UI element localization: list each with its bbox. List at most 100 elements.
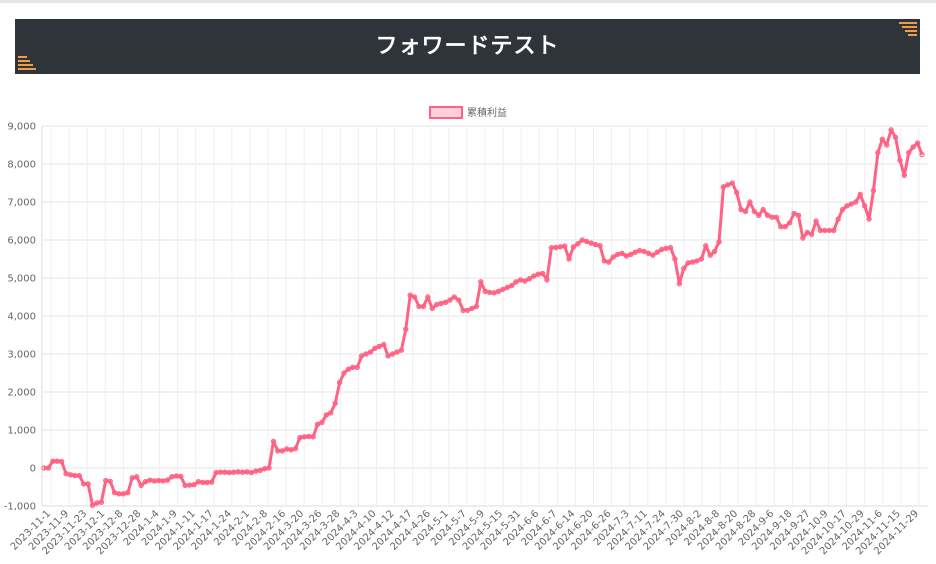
data-point <box>292 445 299 452</box>
data-point <box>235 469 241 475</box>
y-tick-label: 5,000 <box>7 274 36 285</box>
data-point <box>601 258 608 264</box>
data-point <box>416 303 422 310</box>
data-point <box>557 244 563 250</box>
data-point <box>725 182 731 188</box>
data-point <box>389 351 396 357</box>
data-point <box>486 289 493 296</box>
data-point <box>89 502 96 508</box>
data-point <box>720 184 727 190</box>
data-point <box>464 307 471 313</box>
data-point <box>901 172 908 179</box>
data-point <box>919 151 925 158</box>
data-point <box>169 474 175 480</box>
data-point <box>363 351 369 357</box>
data-point <box>641 248 647 255</box>
page-header: フォワードテスト <box>15 19 920 74</box>
data-point <box>306 433 312 440</box>
data-point <box>733 189 740 196</box>
data-point <box>504 284 510 291</box>
data-point <box>341 370 347 376</box>
data-point <box>800 235 806 241</box>
data-point <box>826 227 833 234</box>
data-point <box>703 243 709 249</box>
data-point <box>319 419 325 426</box>
y-tick-label: 2,000 <box>7 388 36 399</box>
data-point <box>328 410 334 416</box>
data-point <box>844 203 850 209</box>
data-point <box>411 294 418 300</box>
data-point <box>231 469 237 475</box>
data-point <box>570 244 577 250</box>
data-point <box>156 477 162 484</box>
data-point <box>751 208 758 215</box>
corner-decoration-icon <box>18 56 36 72</box>
data-point <box>58 458 65 465</box>
data-point <box>778 224 784 230</box>
data-point <box>760 206 766 213</box>
data-point <box>376 343 383 350</box>
y-tick-label: 1,000 <box>7 426 36 437</box>
data-point <box>129 475 135 481</box>
data-point <box>447 297 453 303</box>
data-point <box>884 142 890 148</box>
data-point <box>667 244 674 251</box>
data-point <box>239 469 246 475</box>
data-point <box>658 246 665 253</box>
y-tick-label: 6,000 <box>7 236 36 247</box>
data-point <box>41 465 47 471</box>
y-tick-label: 7,000 <box>7 198 36 209</box>
data-point <box>689 259 696 265</box>
data-point <box>835 216 841 222</box>
data-point <box>204 479 210 486</box>
data-point <box>125 490 131 496</box>
data-point <box>332 400 338 407</box>
data-point <box>672 256 678 262</box>
data-point <box>623 253 630 259</box>
data-point <box>354 364 360 370</box>
data-point <box>853 199 859 205</box>
data-point <box>403 326 409 332</box>
data-point <box>654 249 660 255</box>
data-point <box>553 244 559 251</box>
data-point <box>248 469 255 476</box>
data-point <box>535 271 541 277</box>
data-point <box>407 292 413 298</box>
data-point <box>583 238 590 245</box>
data-point <box>208 479 215 485</box>
data-point <box>809 231 815 238</box>
data-point <box>875 149 881 156</box>
data-point <box>433 301 440 308</box>
data-point <box>663 245 669 252</box>
data-point <box>544 277 550 283</box>
data-point <box>270 438 277 445</box>
corner-decoration-icon <box>899 22 917 38</box>
y-tick-label: 8,000 <box>7 160 36 171</box>
data-point <box>791 210 797 217</box>
data-point <box>614 251 621 258</box>
data-point <box>279 448 285 454</box>
data-point <box>632 249 638 255</box>
data-point <box>870 187 877 194</box>
data-point <box>804 229 810 236</box>
data-point <box>438 300 444 307</box>
data-point <box>650 252 656 258</box>
data-point <box>111 490 118 496</box>
data-point <box>857 191 863 198</box>
data-point <box>63 471 69 477</box>
data-point <box>610 254 616 260</box>
legend-swatch <box>429 106 463 119</box>
data-point <box>257 467 263 473</box>
data-point <box>217 469 224 475</box>
data-point <box>98 499 105 505</box>
page-title: フォワードテスト <box>375 34 560 59</box>
data-point <box>120 491 127 497</box>
data-point <box>831 227 837 234</box>
data-point <box>460 307 466 313</box>
data-point <box>575 241 581 247</box>
data-point <box>707 252 713 258</box>
data-point <box>861 203 868 209</box>
chart-svg: 9,000 8,000 7,000 6,000 5,000 4,000 3,000 2,000… <box>4 106 928 557</box>
data-point <box>619 250 625 257</box>
data-point <box>738 206 744 213</box>
